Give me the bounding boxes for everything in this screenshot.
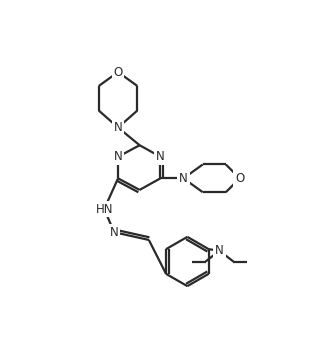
Text: O: O [113, 66, 123, 78]
Text: HN: HN [95, 203, 113, 216]
Text: N: N [114, 150, 122, 163]
Text: N: N [156, 150, 165, 163]
Text: N: N [215, 244, 224, 257]
Text: N: N [110, 226, 118, 239]
Text: O: O [235, 172, 244, 185]
Text: N: N [114, 121, 122, 134]
Text: N: N [179, 172, 188, 185]
